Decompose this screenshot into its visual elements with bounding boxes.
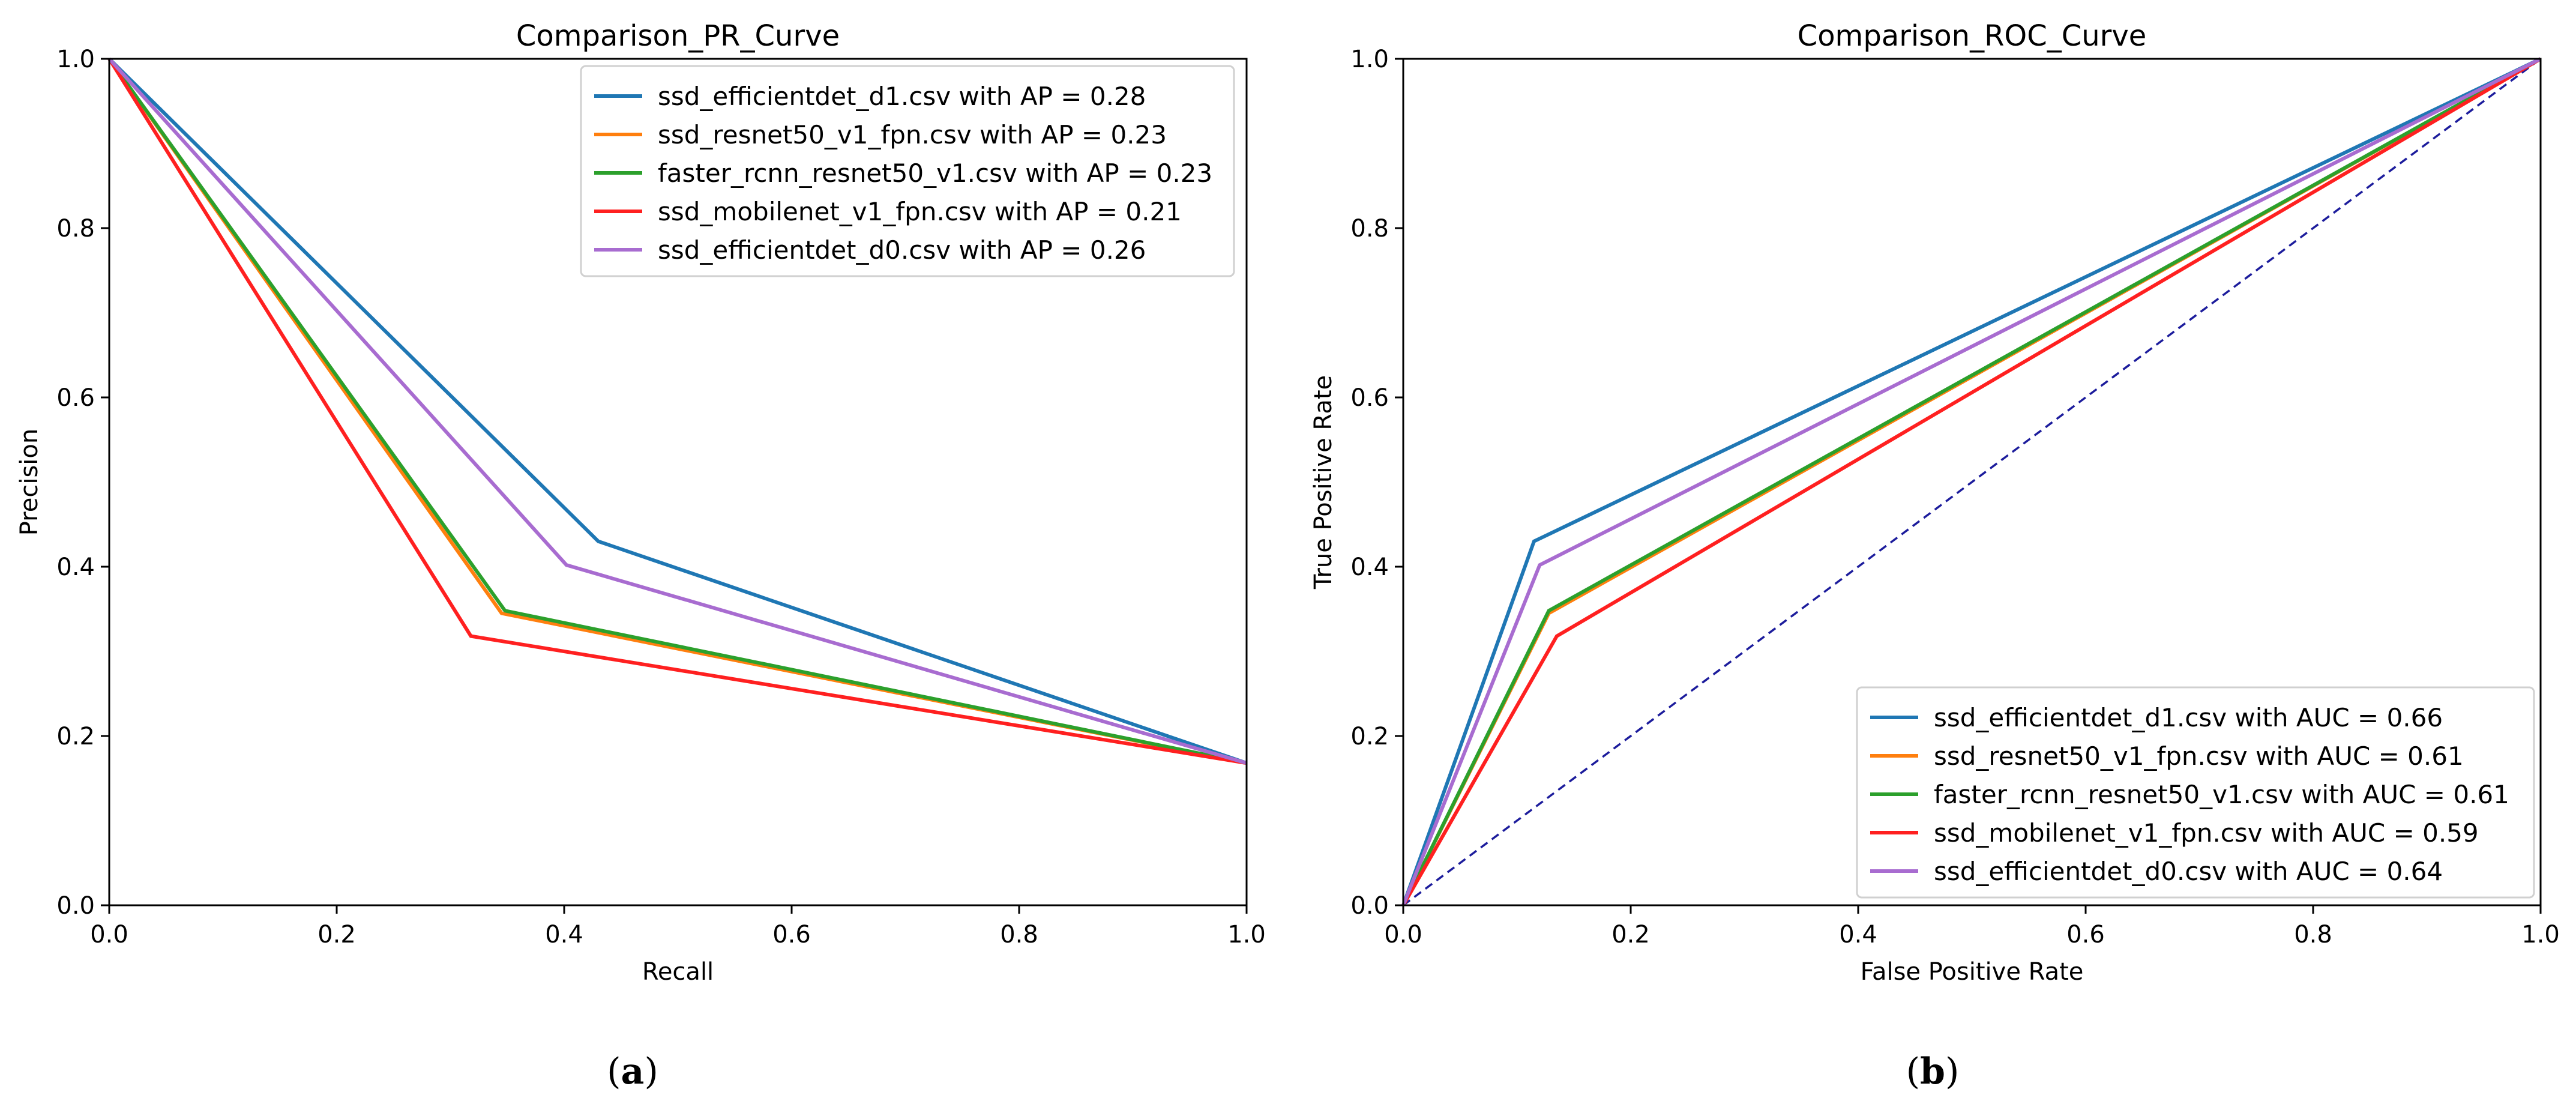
legend-box — [1856, 686, 2535, 899]
legend-entry-0: ssd_efficientdet_d1.csv with AUC = 0.66 — [1934, 703, 2443, 732]
legend-entry-4: ssd_efficientdet_d0.csv with AUC = 0.64 — [1934, 857, 2443, 886]
caption-letter: a — [621, 1051, 645, 1093]
y-tick-label: 0.4 — [56, 554, 95, 581]
series-line-0 — [107, 57, 1247, 765]
legend-entry-3: ssd_mobilenet_v1_fpn.csv with AUC = 0.59 — [1934, 818, 2479, 848]
x-tick-label: 0.0 — [1384, 921, 1422, 949]
series-line-3 — [1401, 57, 2542, 906]
panel-caption: (a) — [607, 1051, 658, 1093]
x-tick-label: 0.8 — [2294, 921, 2332, 949]
caption-letter: b — [1920, 1051, 1945, 1093]
x-tick-label: 0.6 — [2066, 921, 2105, 949]
chart-1: Comparison_ROC_Curve 0.0 0.2 0.4 0.6 0.8 1.0 0.… — [1310, 19, 2560, 1093]
legend: ssd_efficientdet_d1.csv with AP = 0.28 ss… — [580, 65, 1235, 277]
chart-0: Comparison_PR_Curve 0.0 0.2 0.4 0.6 0.8 1.0 0.0… — [16, 19, 1266, 1093]
x-tick-label: 0.0 — [90, 921, 128, 949]
y-tick-label: 1.0 — [56, 46, 95, 73]
legend: ssd_efficientdet_d1.csv with AUC = 0.66 s… — [1856, 686, 2535, 899]
x-tick-label: 0.8 — [1000, 921, 1038, 949]
chart-title: Comparison_PR_Curve — [516, 19, 840, 53]
y-tick-label: 0.0 — [56, 892, 95, 920]
legend-entry-1: ssd_resnet50_v1_fpn.csv with AUC = 0.61 — [1934, 741, 2464, 771]
plot-frame — [1402, 58, 2542, 906]
chart-title: Comparison_ROC_Curve — [1798, 19, 2147, 53]
legend-entry-3: ssd_mobilenet_v1_fpn.csv with AP = 0.21 — [658, 197, 1182, 226]
diagonal-reference-line — [1402, 58, 2542, 906]
y-tick-label: 0.6 — [56, 384, 95, 412]
plot-frame — [108, 58, 1248, 906]
series-line-2 — [1401, 57, 2542, 906]
x-tick-label: 0.2 — [1612, 921, 1650, 949]
legend-box — [580, 65, 1235, 277]
y-tick-label: 0.8 — [56, 215, 95, 243]
y-tick-label: 0.2 — [56, 723, 95, 750]
series-line-0 — [1401, 57, 2542, 906]
y-axis-label: True Positive Rate — [1310, 375, 1337, 590]
x-tick-label: 0.2 — [317, 921, 356, 949]
legend-entry-4: ssd_efficientdet_d0.csv with AP = 0.26 — [658, 235, 1146, 265]
panel-caption: (b) — [1906, 1051, 1960, 1093]
x-tick-label: 0.4 — [545, 921, 583, 949]
legend-entry-2: faster_rcnn_resnet50_v1.csv with AP = 0.… — [658, 158, 1212, 188]
x-axis-label: False Positive Rate — [1861, 958, 2084, 986]
caption-close: ) — [644, 1051, 658, 1093]
y-tick-label: 0.2 — [1350, 723, 1389, 750]
y-tick-label: 1.0 — [1350, 46, 1389, 73]
legend-entry-2: faster_rcnn_resnet50_v1.csv with AUC = 0… — [1934, 780, 2509, 809]
x-tick-label: 1.0 — [1227, 921, 1266, 949]
legend-entry-1: ssd_resnet50_v1_fpn.csv with AP = 0.23 — [658, 120, 1167, 149]
caption-open: ( — [1906, 1051, 1920, 1093]
y-tick-label: 0.4 — [1350, 554, 1389, 581]
caption-close: ) — [1945, 1051, 1959, 1093]
x-axis-label: Recall — [642, 958, 714, 986]
series-line-2 — [107, 58, 1247, 765]
x-tick-label: 0.4 — [1839, 921, 1877, 949]
y-tick-label: 0.8 — [1350, 215, 1389, 243]
caption-open: ( — [607, 1051, 621, 1093]
series-line-4 — [1401, 57, 2542, 906]
x-tick-label: 1.0 — [2521, 921, 2560, 949]
x-tick-label: 0.6 — [772, 921, 811, 949]
y-tick-label: 0.6 — [1350, 384, 1389, 412]
series-line-3 — [107, 58, 1247, 765]
series-line-4 — [107, 57, 1247, 765]
y-tick-label: 0.0 — [1350, 892, 1389, 920]
legend-entry-0: ssd_efficientdet_d1.csv with AP = 0.28 — [658, 82, 1146, 111]
y-axis-label: Precision — [16, 429, 43, 535]
